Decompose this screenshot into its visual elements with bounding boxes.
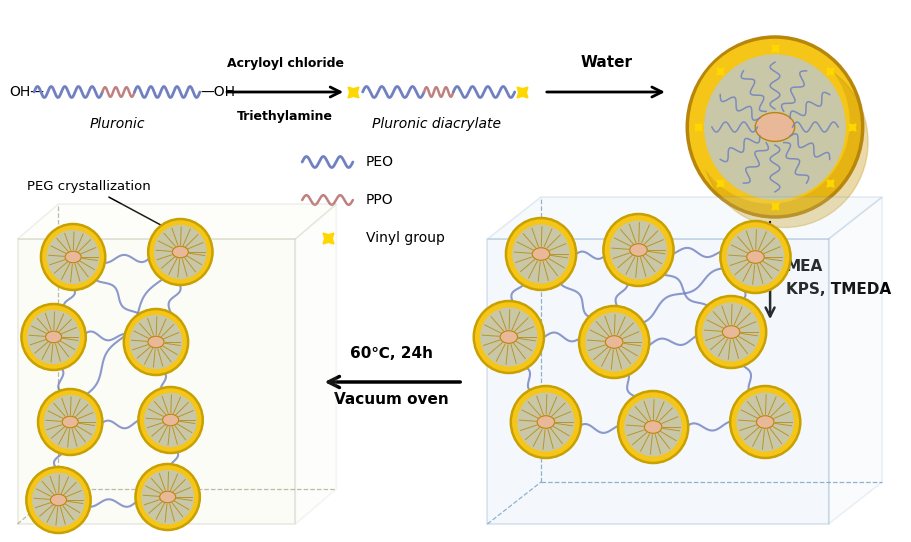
- Circle shape: [624, 398, 681, 456]
- Ellipse shape: [162, 414, 179, 426]
- Text: PEG crystallization: PEG crystallization: [27, 180, 176, 234]
- Ellipse shape: [754, 113, 793, 141]
- Circle shape: [47, 230, 98, 283]
- Ellipse shape: [605, 335, 622, 349]
- Text: PEO: PEO: [365, 155, 394, 169]
- Circle shape: [687, 37, 861, 216]
- Circle shape: [124, 309, 188, 375]
- Ellipse shape: [46, 331, 62, 343]
- Circle shape: [506, 218, 576, 290]
- Circle shape: [687, 37, 861, 216]
- Circle shape: [22, 304, 86, 370]
- Circle shape: [687, 38, 861, 216]
- Ellipse shape: [537, 416, 554, 428]
- Polygon shape: [486, 239, 828, 524]
- Ellipse shape: [644, 421, 661, 433]
- Text: KPS, TMEDA: KPS, TMEDA: [785, 281, 890, 296]
- Circle shape: [148, 219, 212, 285]
- Text: MEA: MEA: [785, 260, 822, 274]
- Ellipse shape: [499, 331, 517, 343]
- Circle shape: [687, 37, 862, 217]
- Text: Vinyl group: Vinyl group: [365, 231, 444, 245]
- Text: Water: Water: [579, 55, 631, 70]
- Circle shape: [517, 393, 573, 451]
- Polygon shape: [17, 239, 295, 524]
- Circle shape: [603, 214, 673, 286]
- Circle shape: [695, 296, 765, 368]
- Circle shape: [688, 38, 861, 216]
- Circle shape: [618, 391, 688, 463]
- Ellipse shape: [746, 251, 763, 263]
- Ellipse shape: [629, 244, 647, 256]
- Circle shape: [687, 37, 862, 217]
- Text: Pluronic diacrylate: Pluronic diacrylate: [372, 117, 501, 131]
- Circle shape: [38, 389, 102, 455]
- Circle shape: [691, 41, 848, 203]
- Circle shape: [145, 393, 196, 447]
- Ellipse shape: [172, 246, 189, 258]
- Circle shape: [687, 37, 862, 217]
- Ellipse shape: [148, 336, 164, 348]
- Polygon shape: [828, 197, 881, 524]
- Circle shape: [28, 311, 79, 363]
- Circle shape: [33, 474, 84, 526]
- Circle shape: [736, 393, 793, 451]
- Circle shape: [136, 464, 200, 530]
- Circle shape: [142, 470, 193, 524]
- Ellipse shape: [755, 416, 773, 428]
- Circle shape: [480, 308, 537, 366]
- Circle shape: [512, 225, 568, 283]
- Circle shape: [730, 386, 800, 458]
- Circle shape: [727, 228, 783, 286]
- Circle shape: [609, 221, 666, 279]
- Ellipse shape: [50, 494, 67, 506]
- Circle shape: [45, 396, 96, 448]
- Text: Acryloyl chloride: Acryloyl chloride: [226, 57, 343, 70]
- Text: PPO: PPO: [365, 193, 393, 207]
- Text: Triethylamine: Triethylamine: [237, 110, 333, 123]
- Ellipse shape: [62, 416, 78, 428]
- Circle shape: [138, 387, 202, 453]
- Circle shape: [26, 467, 90, 533]
- Circle shape: [701, 56, 867, 228]
- Polygon shape: [17, 204, 336, 239]
- Circle shape: [130, 315, 181, 369]
- Circle shape: [704, 55, 844, 199]
- Text: Vacuum oven: Vacuum oven: [334, 392, 449, 408]
- Circle shape: [473, 301, 543, 373]
- Circle shape: [687, 37, 862, 217]
- Circle shape: [702, 303, 758, 361]
- Text: 60℃, 24h: 60℃, 24h: [350, 346, 433, 362]
- Text: OH—: OH—: [10, 85, 45, 99]
- Text: —OH: —OH: [200, 85, 236, 99]
- Text: Pluronic: Pluronic: [89, 117, 145, 131]
- Polygon shape: [486, 197, 881, 239]
- Circle shape: [41, 224, 105, 290]
- Circle shape: [578, 306, 649, 378]
- Circle shape: [510, 386, 580, 458]
- Ellipse shape: [722, 326, 739, 338]
- Circle shape: [720, 221, 790, 293]
- Circle shape: [155, 225, 206, 279]
- Polygon shape: [295, 204, 336, 524]
- Ellipse shape: [65, 251, 81, 263]
- Ellipse shape: [159, 491, 176, 503]
- Ellipse shape: [532, 248, 549, 260]
- Circle shape: [586, 313, 641, 371]
